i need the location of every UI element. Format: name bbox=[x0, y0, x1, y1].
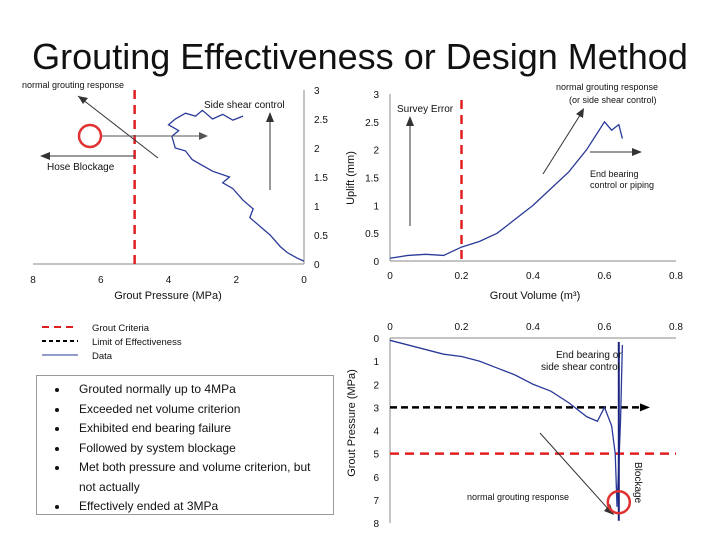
summary-list: Grouted normally up to 4MPa Exceeded net… bbox=[45, 380, 325, 517]
chart1-x-tick: 0 bbox=[301, 275, 307, 286]
chart2-y-tick: 0.5 bbox=[365, 229, 379, 240]
chart1-arrowhead-side-shear bbox=[266, 112, 274, 122]
annotation-side-shear: Side shear control bbox=[204, 100, 285, 111]
summary-item: Met both pressure and volume criterion, … bbox=[69, 458, 325, 497]
annotation-survey-error: Survey Error bbox=[397, 104, 454, 115]
chart3-arrow-normal bbox=[539, 432, 611, 512]
chart2-y-tick: 1.5 bbox=[365, 174, 379, 185]
chart3-y-tick: 5 bbox=[373, 450, 379, 461]
chart3-y-tick: 8 bbox=[373, 519, 379, 530]
chart2-y-tick: 1 bbox=[373, 201, 379, 212]
chart2-arrow-normal bbox=[542, 111, 583, 175]
chart2-xlabel: Grout Volume (m³) bbox=[490, 290, 580, 302]
annotation-normal-grouting-3: normal grouting response bbox=[467, 492, 569, 502]
chart1-arrowhead-normal bbox=[78, 96, 88, 104]
chart3-data-series bbox=[389, 339, 624, 507]
chart-uplift-vs-volume: 0 0.2 0.4 0.6 0.8 3 2.5 2 1.5 1 0.5 0 Grout Volume … bbox=[345, 82, 683, 302]
annotation-blockage: Blockage bbox=[632, 462, 643, 504]
chart1-y-tick: 3 bbox=[314, 86, 320, 97]
chart3-x-tick: 0.6 bbox=[598, 322, 612, 333]
chart3-limit-arrowhead bbox=[640, 403, 650, 412]
chart1-highlight-circle bbox=[77, 123, 103, 149]
chart3-y-tick: 0 bbox=[373, 334, 379, 345]
slide-title: Grouting Effectiveness or Design Method bbox=[32, 36, 688, 77]
chart2-x-tick: 0.4 bbox=[526, 271, 540, 282]
chart2-x-tick: 0.2 bbox=[455, 271, 469, 282]
chart3-x-tick: 0.2 bbox=[455, 322, 469, 333]
chart2-y-tick: 0 bbox=[373, 257, 379, 268]
legend-label-data: Data bbox=[92, 351, 113, 362]
chart2-arrowhead-normal bbox=[576, 108, 584, 118]
annotation-normal-grouting-2: normal grouting response bbox=[556, 82, 658, 92]
chart3-ylabel: Grout Pressure (MPa) bbox=[346, 369, 358, 477]
chart3-y-tick: 2 bbox=[373, 380, 379, 391]
chart3-x-tick: 0.8 bbox=[669, 322, 683, 333]
legend-label-criteria: Grout Criteria bbox=[92, 323, 150, 334]
chart2-x-tick: 0 bbox=[387, 271, 393, 282]
chart3-highlight-circle bbox=[606, 489, 632, 515]
chart2-arrowhead-end-bearing bbox=[632, 148, 642, 156]
chart2-x-tick: 0.8 bbox=[669, 271, 683, 282]
annotation-normal-grouting: normal grouting response bbox=[22, 80, 124, 90]
chart2-y-tick: 2 bbox=[373, 146, 379, 157]
chart3-x-tick: 0.4 bbox=[526, 322, 540, 333]
annotation-side-shear-2: (or side shear control) bbox=[569, 95, 657, 105]
chart1-y-tick: 0 bbox=[314, 260, 320, 271]
chart2-x-tick: 0.6 bbox=[598, 271, 612, 282]
legend-label-limit: Limit of Effectiveness bbox=[92, 337, 182, 348]
chart1-x-tick: 2 bbox=[233, 275, 239, 286]
chart-uplift-vs-pressure: 8 6 4 2 032.521.510.50 Grout Pressure (MPa) … bbox=[22, 80, 328, 302]
chart1-arrow-normal bbox=[77, 95, 159, 159]
chart3-y-tick: 4 bbox=[373, 427, 379, 438]
legend: Grout Criteria Limit of Effectiveness Da… bbox=[42, 323, 182, 362]
annotation-hose-blockage: Hose Blockage bbox=[47, 162, 115, 173]
chart2-data-series bbox=[389, 120, 624, 259]
chart3-y-tick: 7 bbox=[373, 496, 379, 507]
annotation-end-bearing: End bearing bbox=[590, 169, 639, 179]
summary-item: Exhibited end bearing failure bbox=[69, 419, 325, 439]
chart-pressure-vs-volume: 0 0.2 0.4 0.6 0.8 0 1 2 3 4 5 6 7 8 Grout Pressure (M… bbox=[346, 322, 683, 530]
summary-box: Grouted normally up to 4MPa Exceeded net… bbox=[36, 375, 334, 515]
chart3-y-tick: 1 bbox=[373, 357, 379, 368]
summary-item: Effectively ended at 3MPa bbox=[69, 497, 325, 517]
chart1-x-tick: 6 bbox=[98, 275, 104, 286]
summary-item: Followed by system blockage bbox=[69, 439, 325, 459]
chart1-y-tick: 2 bbox=[314, 144, 320, 155]
annotation-side-shear-3: side shear control bbox=[541, 362, 620, 373]
chart1-y-tick: 2.5 bbox=[314, 115, 328, 126]
chart1-arrowhead-hose bbox=[40, 152, 50, 160]
chart3-y-tick: 6 bbox=[373, 473, 379, 484]
annotation-end-bearing-3: End bearing or bbox=[556, 350, 622, 361]
chart1-x-tick: 8 bbox=[30, 275, 36, 286]
chart1-arrowhead-right bbox=[199, 132, 208, 140]
chart2-arrowhead-survey bbox=[406, 116, 414, 126]
summary-item: Grouted normally up to 4MPa bbox=[69, 380, 325, 400]
chart3-y-tick: 3 bbox=[373, 403, 379, 414]
chart2-y-tick: 2.5 bbox=[365, 118, 379, 129]
chart2-ylabel: Uplift (mm) bbox=[345, 151, 357, 205]
chart1-data-series bbox=[167, 109, 305, 262]
chart3-x-tick: 0 bbox=[387, 322, 393, 333]
chart1-y-tick: 1.5 bbox=[314, 173, 328, 184]
chart2-y-tick: 3 bbox=[373, 90, 379, 101]
annotation-control-piping: control or piping bbox=[590, 180, 654, 190]
chart1-y-tick: 1 bbox=[314, 202, 320, 213]
chart1-x-tick: 4 bbox=[166, 275, 172, 286]
chart1-y-tick: 0.5 bbox=[314, 231, 328, 242]
chart1-xlabel: Grout Pressure (MPa) bbox=[114, 290, 222, 302]
summary-item: Exceeded net volume criterion bbox=[69, 400, 325, 420]
